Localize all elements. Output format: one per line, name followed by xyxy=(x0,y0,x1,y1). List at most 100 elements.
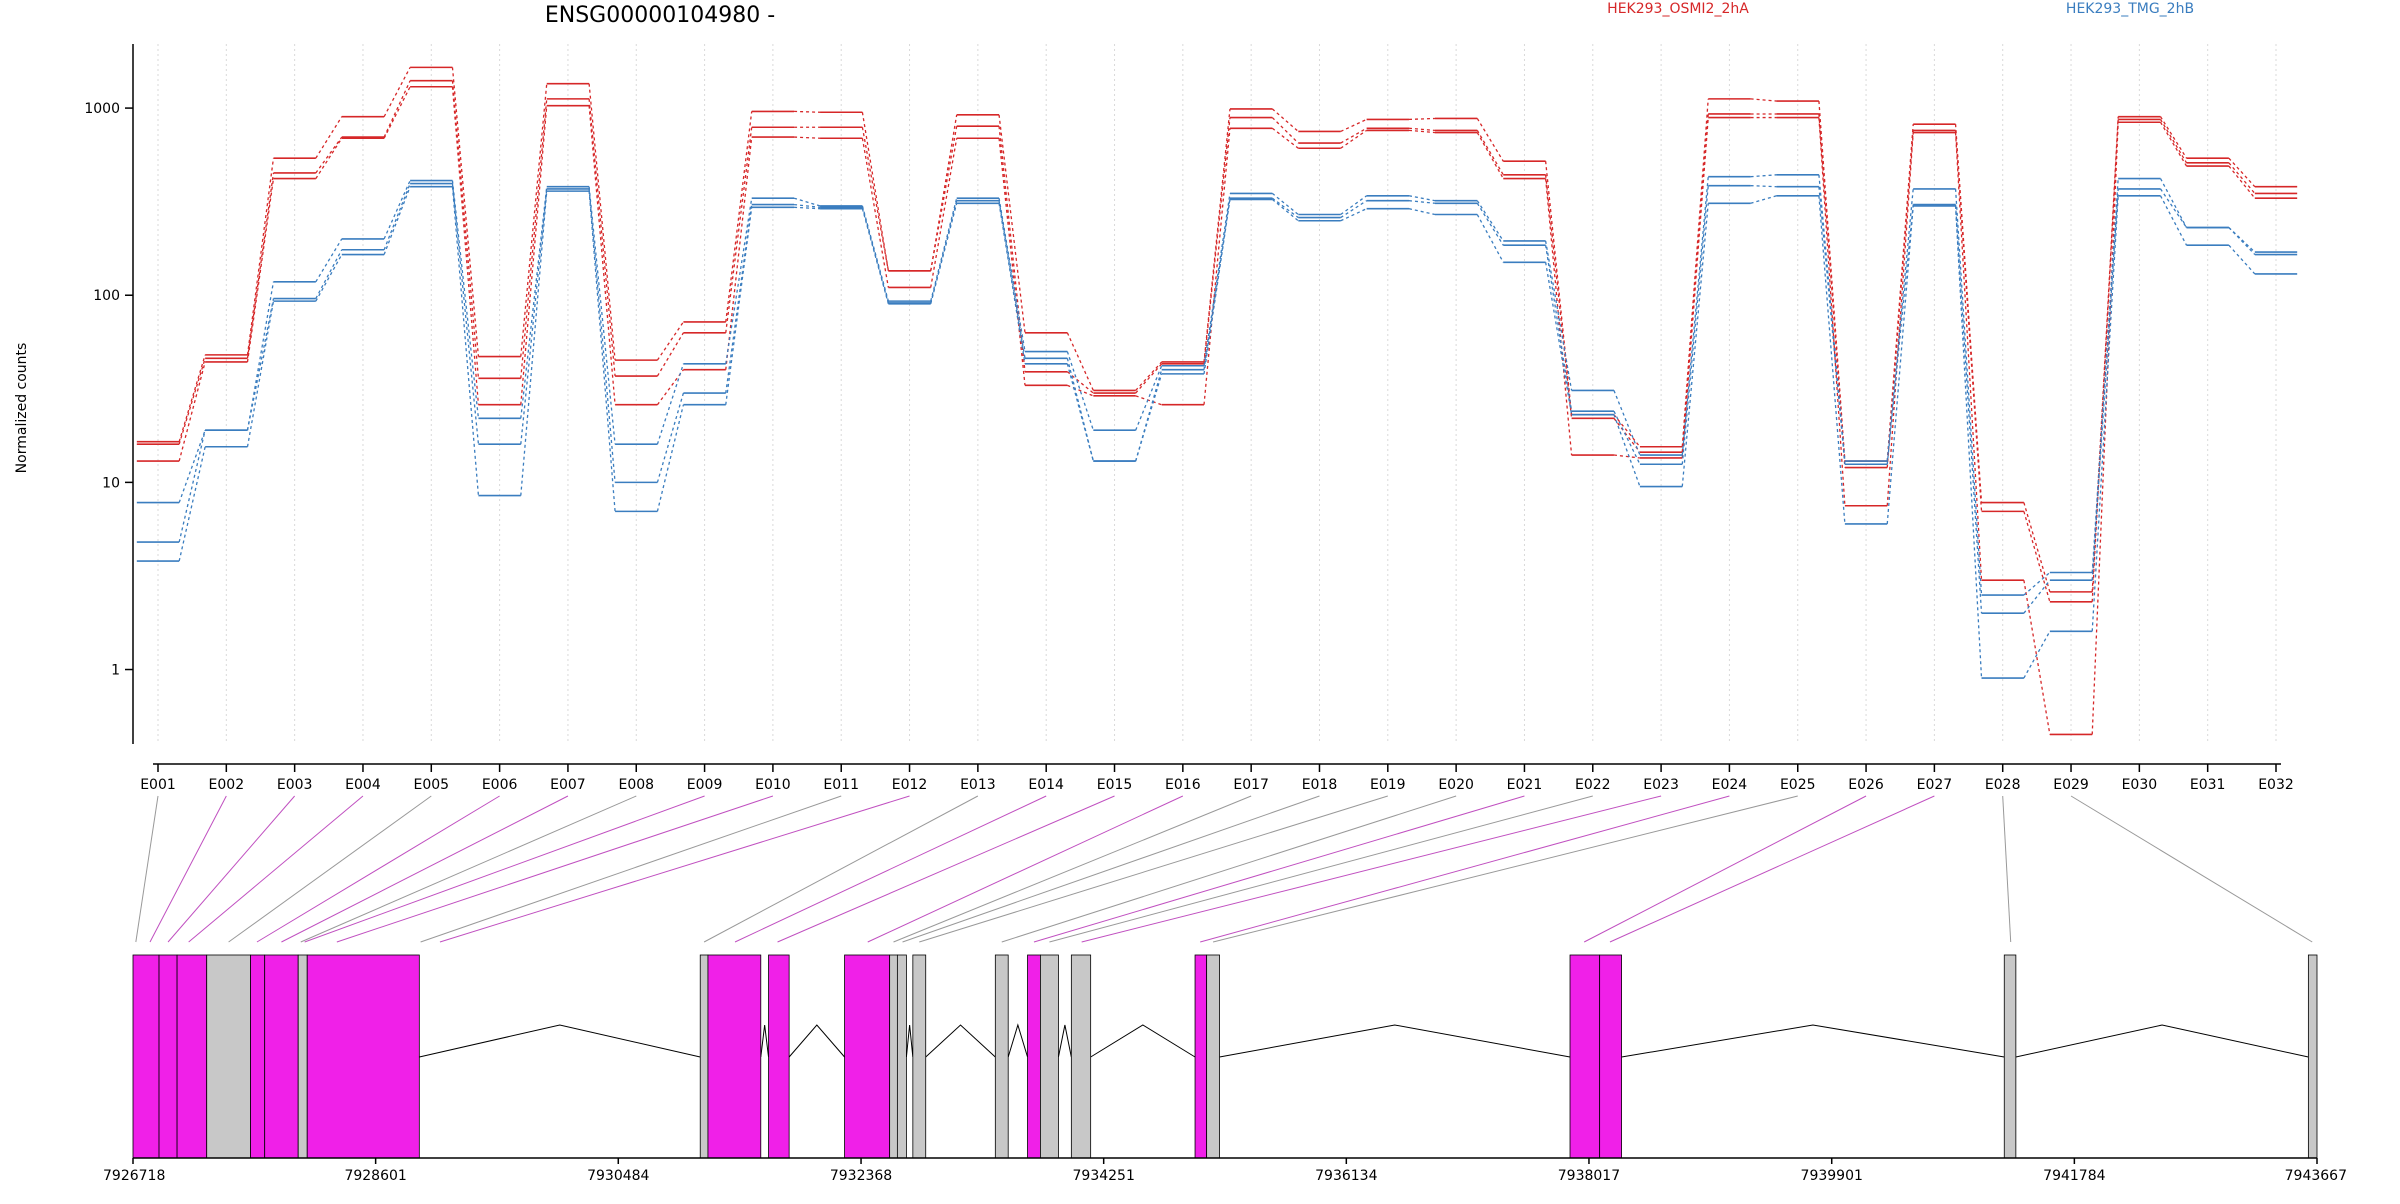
exon-connectors xyxy=(135,795,2313,943)
series-connector xyxy=(178,361,206,462)
series-connector xyxy=(1613,414,1641,487)
intron-line xyxy=(1007,1023,1029,1058)
series-connector xyxy=(930,138,958,288)
connector-highlight xyxy=(336,795,774,943)
exon xyxy=(912,954,927,1159)
series-connector xyxy=(2228,165,2256,199)
series-HEK293_OSMI2_2hA-0 xyxy=(136,66,2298,593)
series-connector xyxy=(2228,162,2256,194)
series-connector xyxy=(451,67,480,357)
y-axis-label: Normalized counts xyxy=(14,343,30,474)
series-connector xyxy=(1135,361,1163,391)
series-connector xyxy=(178,429,206,503)
series-connector xyxy=(246,172,275,359)
x-tick-label: E004 xyxy=(345,777,381,793)
series-connector xyxy=(315,116,343,159)
series-connector xyxy=(451,86,480,405)
connector xyxy=(300,795,637,943)
connector xyxy=(902,795,1320,943)
series-connector xyxy=(1135,363,1163,394)
series-connector xyxy=(520,83,548,357)
series-connector xyxy=(451,183,480,445)
series-connector xyxy=(1066,351,1094,431)
series-connector xyxy=(1613,390,1641,456)
series-connector xyxy=(383,86,411,139)
series-connector xyxy=(725,204,753,394)
y-tick-label: 1 xyxy=(111,663,120,679)
exon-highlight xyxy=(176,954,208,1159)
series-connector xyxy=(998,198,1026,352)
series-connector xyxy=(656,332,684,377)
series-connector xyxy=(930,126,958,271)
series-connector xyxy=(1476,118,1504,162)
genome-tick-label: 7941784 xyxy=(2043,1168,2105,1184)
y-tick-label: 10 xyxy=(102,475,120,491)
intron-line xyxy=(1057,1024,1072,1058)
series-connector xyxy=(1135,395,1162,406)
series-connector xyxy=(2228,244,2256,275)
x-tick-label: E016 xyxy=(1165,777,1201,793)
series-connector xyxy=(1203,193,1231,366)
x-tick-label: E032 xyxy=(2258,777,2294,793)
series-connector xyxy=(2091,195,2119,632)
series-connector xyxy=(2159,119,2188,164)
series-connector xyxy=(794,206,821,210)
series-connector xyxy=(1135,373,1163,462)
series-connector xyxy=(1476,202,1504,246)
connector-highlight xyxy=(1081,795,1662,943)
series-connector xyxy=(930,203,958,304)
series-connector xyxy=(2228,227,2256,255)
exon xyxy=(1040,954,1059,1159)
series-connector xyxy=(998,138,1026,386)
connector xyxy=(703,795,979,943)
series-connector xyxy=(520,105,548,405)
series-connector xyxy=(2091,122,2119,735)
series-connector xyxy=(793,197,821,207)
x-tick-label: E006 xyxy=(482,777,518,793)
series-connector xyxy=(1271,127,1299,149)
series-connector xyxy=(998,203,1026,364)
series-connector xyxy=(178,430,206,543)
series-connector xyxy=(1818,195,1846,524)
series-connector xyxy=(1681,203,1709,487)
series-connector xyxy=(1544,174,1573,419)
series-connector xyxy=(1613,417,1641,453)
connector-highlight xyxy=(1200,795,1730,943)
exon-highlight xyxy=(844,954,891,1159)
exon xyxy=(896,954,907,1159)
series-connector xyxy=(656,363,685,445)
y-tick-label: 100 xyxy=(93,288,120,304)
y-tick-label: 1000 xyxy=(84,101,120,117)
series-connector xyxy=(1818,186,1846,465)
exon-highlight xyxy=(158,954,178,1159)
series-connector xyxy=(1408,195,1436,202)
series-connector xyxy=(1544,178,1573,456)
series-HEK293_OSMI2_2hA-2 xyxy=(136,85,2298,736)
series-connector xyxy=(2159,195,2188,246)
intron-line xyxy=(925,1024,996,1058)
series-connector xyxy=(1067,384,1094,397)
series-connector xyxy=(588,83,616,361)
series-connector xyxy=(1818,101,1846,462)
series-connector xyxy=(1271,198,1299,222)
series-connector xyxy=(1340,195,1368,216)
series-connector xyxy=(1271,192,1299,216)
series-connector xyxy=(1476,200,1504,242)
x-tick-label: E024 xyxy=(1712,777,1748,793)
series-connector xyxy=(1750,195,1777,204)
x-tick-label: E020 xyxy=(1438,777,1474,793)
series-connector xyxy=(1408,129,1436,134)
exon-highlight xyxy=(768,954,790,1159)
series-connector xyxy=(588,188,616,483)
series-connector xyxy=(1954,130,1983,512)
series-connector xyxy=(451,80,480,379)
series-connector xyxy=(794,136,821,139)
series-connector xyxy=(1681,117,1709,459)
series-connector xyxy=(1408,208,1436,216)
series-connector xyxy=(1271,197,1299,219)
series-connector xyxy=(520,191,548,496)
legend-entry-tmg: HEK293_TMG_2hB xyxy=(2066,1,2194,17)
series-connector xyxy=(1544,240,1573,391)
